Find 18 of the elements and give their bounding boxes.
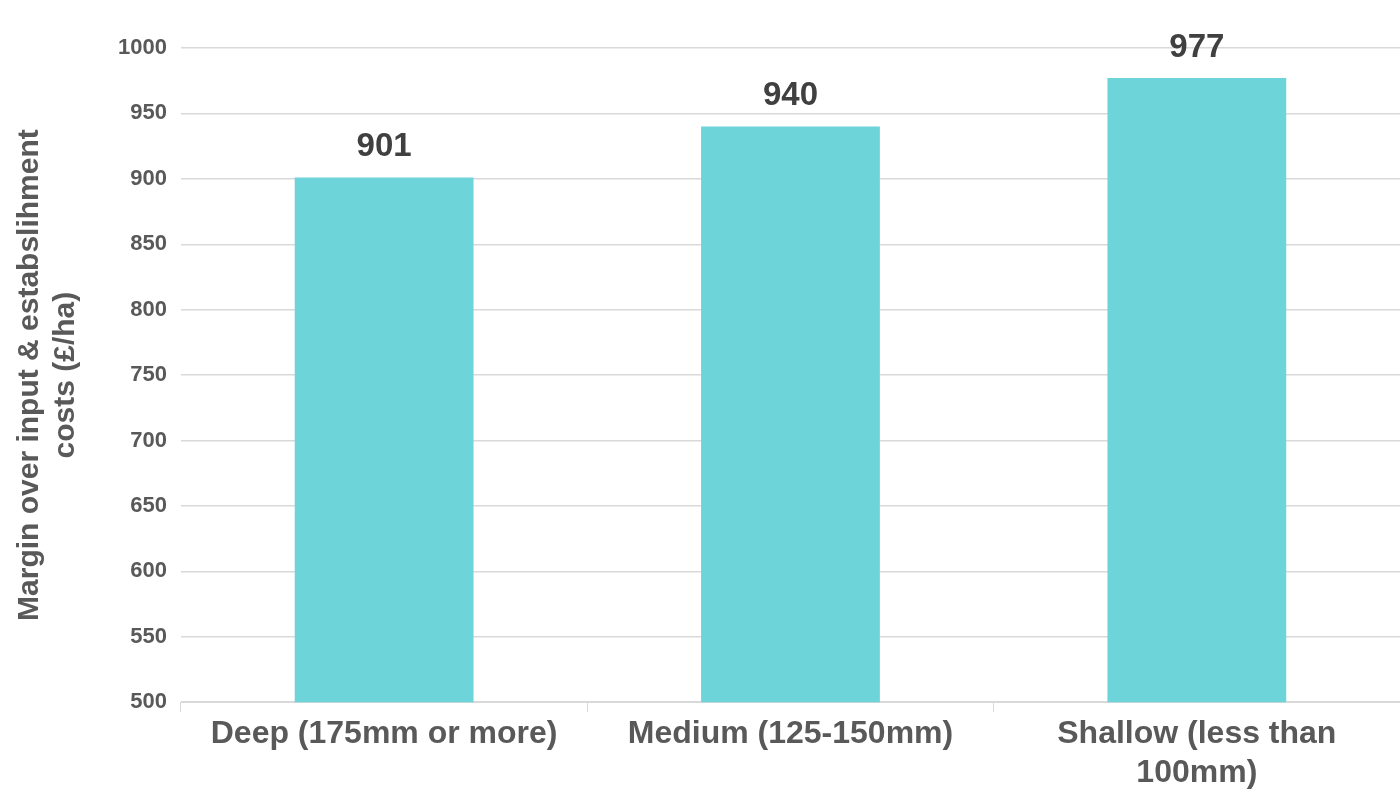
y-tick-label: 550 xyxy=(130,622,167,648)
y-tick-label: 700 xyxy=(130,426,167,452)
y-tick-label: 500 xyxy=(130,688,167,714)
y-axis-title: Margin over input & estabslihment costs (£/ha) xyxy=(11,129,81,621)
x-tick-label: Shallow (less than 100mm) xyxy=(1057,714,1337,789)
y-tick-label: 1000 xyxy=(117,34,167,60)
x-tick-label: Medium (125-150mm) xyxy=(627,714,954,751)
y-tick-label: 850 xyxy=(130,230,167,256)
data-label: 901 xyxy=(356,126,412,164)
y-tick-label: 950 xyxy=(130,99,167,125)
x-tick-label: Deep (175mm or more) xyxy=(210,714,558,751)
y-tick-label: 900 xyxy=(130,164,167,190)
data-label: 977 xyxy=(1169,26,1225,64)
y-tick-label: 750 xyxy=(130,361,167,387)
y-tick-label: 600 xyxy=(130,557,167,583)
y-tick-label: 800 xyxy=(130,295,167,321)
y-tick-label: 650 xyxy=(130,492,167,517)
data-label: 940 xyxy=(762,75,818,113)
